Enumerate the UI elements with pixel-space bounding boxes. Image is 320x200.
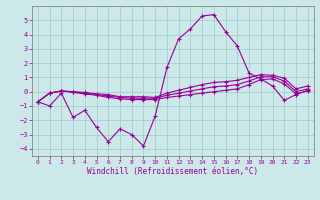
X-axis label: Windchill (Refroidissement éolien,°C): Windchill (Refroidissement éolien,°C) bbox=[87, 167, 258, 176]
